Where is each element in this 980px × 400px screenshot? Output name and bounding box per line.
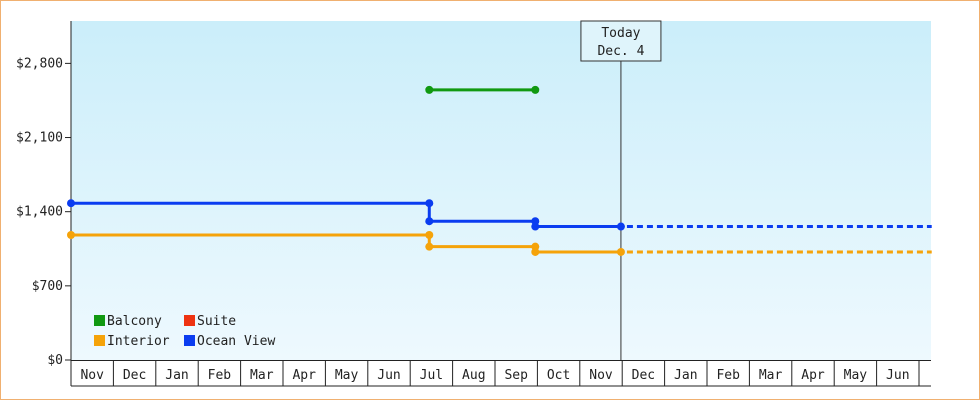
- series-line-interior: [71, 233, 621, 254]
- month-label: Feb: [208, 368, 232, 383]
- data-point-ocean-view: [425, 217, 434, 226]
- data-point-interior: [425, 242, 434, 251]
- month-label: May: [335, 368, 359, 383]
- legend-swatch-ocean-view: [184, 335, 195, 346]
- legend-swatch-interior: [94, 335, 105, 346]
- legend-swatch-suite: [184, 315, 195, 326]
- data-point-interior: [425, 230, 434, 239]
- month-label: Nov: [589, 368, 613, 383]
- month-label: Oct: [547, 368, 570, 383]
- plot-area: [71, 21, 931, 360]
- legend-label-balcony: Balcony: [107, 314, 162, 329]
- series-line-ocean-view: [71, 201, 621, 229]
- month-label: Jan: [674, 368, 697, 383]
- month-label: Aug: [462, 368, 485, 383]
- data-point-ocean-view: [67, 199, 75, 208]
- month-label: Mar: [250, 368, 274, 383]
- y-tick-label: $700: [32, 279, 63, 294]
- month-label: Sep: [504, 368, 528, 383]
- month-label: Jul: [420, 368, 443, 383]
- y-tick-label: $0: [47, 353, 63, 368]
- data-point-ocean-view: [425, 199, 434, 208]
- legend-label-interior: Interior: [107, 334, 170, 349]
- data-point-interior: [67, 230, 75, 239]
- month-label: Mar: [759, 368, 783, 383]
- data-point-interior: [616, 247, 625, 256]
- data-point-ocean-view: [531, 222, 540, 231]
- today-label: Today: [601, 26, 640, 41]
- month-label: Apr: [801, 368, 825, 383]
- y-tick-label: $2,100: [16, 131, 63, 146]
- month-label: Feb: [716, 368, 740, 383]
- data-point-balcony: [531, 85, 540, 94]
- month-label: Jun: [377, 368, 400, 383]
- month-label: Dec: [632, 368, 655, 383]
- month-label: Jun: [886, 368, 909, 383]
- today-date: Dec. 4: [597, 44, 644, 59]
- legend-label-ocean-view: Ocean View: [197, 334, 275, 349]
- legend-swatch-balcony: [94, 315, 105, 326]
- data-point-interior: [531, 247, 540, 256]
- today-box: [580, 20, 662, 62]
- month-label: Apr: [292, 368, 316, 383]
- month-label: Nov: [80, 368, 104, 383]
- data-point-balcony: [425, 85, 434, 94]
- month-label: Dec: [123, 368, 146, 383]
- y-tick-label: $1,400: [16, 205, 63, 220]
- month-label: May: [844, 368, 868, 383]
- month-label: Jan: [165, 368, 188, 383]
- data-point-ocean-view: [616, 222, 625, 231]
- y-tick-label: $2,800: [16, 56, 63, 71]
- legend-label-suite: Suite: [197, 314, 236, 329]
